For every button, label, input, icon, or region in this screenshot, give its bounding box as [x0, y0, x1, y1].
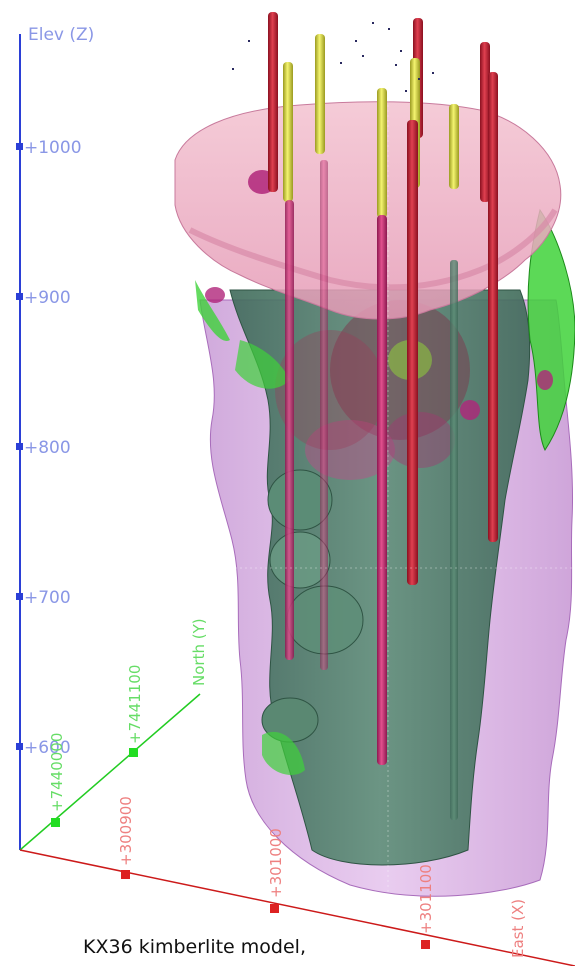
x-axis-line	[19, 849, 575, 966]
drill-hole	[320, 160, 328, 670]
y-tick-marker	[129, 748, 138, 757]
green-lobes	[195, 208, 575, 775]
z-tick-900: +900	[16, 288, 71, 308]
z-tick-1000: +1000	[16, 138, 82, 158]
drill-hole	[450, 260, 458, 820]
x-tick-marker	[421, 940, 430, 949]
z-tick-label: +800	[24, 438, 71, 458]
z-tick-label: +900	[24, 288, 71, 308]
z-axis-title: Elev (Z)	[28, 25, 94, 45]
y-tick-marker	[51, 818, 60, 827]
scatter-points	[232, 22, 434, 92]
cap-ridge	[188, 208, 558, 291]
z-tick-label: +600	[24, 738, 71, 758]
drill-hole	[449, 104, 459, 189]
drill-hole	[283, 62, 293, 202]
drill-hole	[268, 12, 278, 192]
z-tick-600: +600	[16, 738, 71, 758]
z-axis: Elev (Z) +1000 +900 +800 +700 +600	[16, 25, 94, 850]
drill-hole	[480, 42, 490, 202]
drill-hole	[377, 215, 387, 765]
drill-hole	[285, 200, 294, 660]
x-axis-title: East (X)	[509, 899, 527, 958]
x-tick-label: +301000	[267, 828, 285, 898]
y-axis-line	[19, 693, 201, 851]
x-tick-marker	[121, 870, 130, 879]
x-tick-label: +301100	[417, 864, 435, 934]
drill-hole	[407, 120, 418, 585]
x-tick-label: +300900	[117, 796, 135, 866]
z-tick-700: +700	[16, 588, 71, 608]
crosshair	[200, 100, 575, 900]
drill-hole	[315, 34, 325, 154]
y-tick-label: +7440000	[48, 733, 66, 812]
drill-holes	[268, 12, 498, 820]
figure-caption: KX36 kimberlite model,	[83, 936, 306, 958]
drill-hole	[488, 72, 498, 542]
y-axis-title: North (Y)	[190, 618, 208, 686]
x-axis: +300900 +301000 +301100 East (X)	[19, 796, 575, 966]
y-tick-label: +7441100	[126, 665, 144, 744]
z-tick-label: +700	[24, 588, 71, 608]
z-tick-800: +800	[16, 438, 71, 458]
drill-hole	[377, 88, 387, 218]
x-tick-marker	[270, 904, 279, 913]
y-axis: +7440000 +7441100 North (Y)	[19, 618, 208, 851]
z-tick-label: +1000	[24, 138, 82, 158]
